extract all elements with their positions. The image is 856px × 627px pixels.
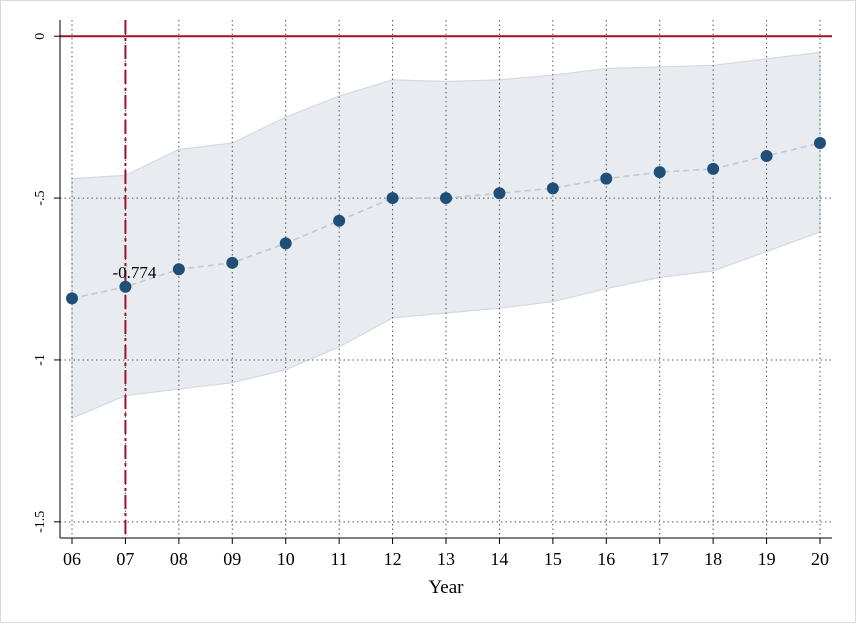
- x-tick-label-14: 14: [490, 549, 508, 569]
- x-tick-label-16: 16: [597, 549, 615, 569]
- x-axis-title: Year: [428, 577, 464, 598]
- data-point-07: [119, 280, 132, 293]
- x-tick-label-19: 19: [758, 549, 776, 569]
- data-point-10: [279, 237, 292, 250]
- labels-layer: -0.774: [112, 263, 156, 282]
- x-tick-label-18: 18: [704, 549, 722, 569]
- y-tick-label--.5: -.5: [33, 190, 48, 205]
- x-tick-label-17: 17: [651, 549, 669, 569]
- axes-layer: 06 07 08 09 10 11 12 13 14 15 16 17 18 19 20 0 -.5 -1 -1.5: [33, 20, 832, 569]
- data-point-20: [814, 137, 826, 150]
- y-tick-label--1.5: -1.5: [33, 511, 48, 533]
- data-point-14: [493, 187, 506, 200]
- x-tick-label-13: 13: [437, 549, 455, 569]
- grid-layer: [60, 20, 832, 538]
- x-tick-label-15: 15: [544, 549, 562, 569]
- data-point-12: [386, 192, 399, 205]
- reference-lines-layer: [60, 20, 832, 538]
- data-point-16: [600, 172, 613, 185]
- data-point-11: [333, 214, 346, 227]
- series-layer: [66, 137, 826, 305]
- x-tick-label-10: 10: [277, 549, 295, 569]
- x-tick-label-09: 09: [223, 549, 241, 569]
- x-tick-label-08: 08: [170, 549, 188, 569]
- data-point-19: [760, 149, 773, 162]
- y-tick-label-0: 0: [33, 33, 48, 40]
- data-point-08: [172, 263, 185, 276]
- data-point-13: [440, 192, 452, 205]
- data-point-15: [546, 182, 559, 195]
- data-point-06: [66, 292, 78, 305]
- x-tick-label-20: 20: [811, 549, 829, 569]
- data-point-18: [707, 162, 720, 175]
- data-point-09: [226, 256, 239, 269]
- data-point-17: [653, 166, 666, 179]
- y-tick-label--1: -1: [33, 354, 48, 366]
- point-annotation: -0.774: [112, 263, 156, 282]
- x-tick-label-06: 06: [63, 549, 81, 569]
- x-tick-label-11: 11: [330, 549, 347, 569]
- x-tick-label-07: 07: [116, 549, 134, 569]
- x-tick-label-12: 12: [384, 549, 402, 569]
